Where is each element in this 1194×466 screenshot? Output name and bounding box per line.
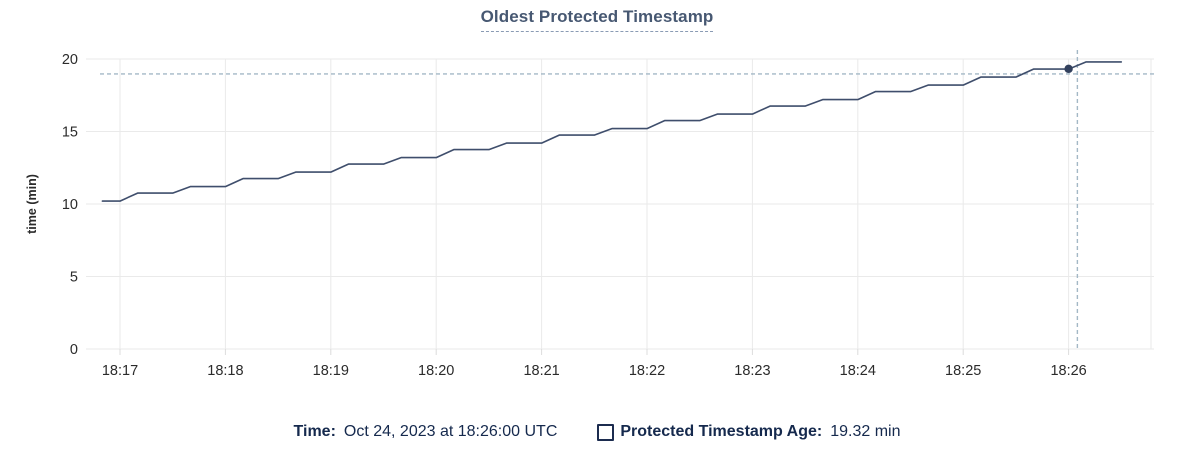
x-tick-label: 18:25: [945, 363, 981, 379]
x-tick-label: 18:23: [734, 363, 770, 379]
y-tick-label: 0: [70, 342, 78, 358]
hover-legend: Time: Oct 24, 2023 at 18:26:00 UTC Prote…: [0, 421, 1194, 443]
hover-point-dot: [1064, 64, 1073, 74]
series-toggle-checkbox[interactable]: [597, 423, 615, 441]
chart-title[interactable]: Oldest Protected Timestamp: [480, 7, 714, 32]
x-tick-label: 18:26: [1050, 363, 1086, 379]
y-tick-label: 15: [62, 125, 78, 141]
x-tick-label: 18:22: [629, 363, 665, 379]
time-label: Time:: [293, 423, 336, 440]
x-tick-label: 18:24: [840, 363, 876, 379]
chart-title-row: Oldest Protected Timestamp: [0, 7, 1194, 32]
series-legend-item: Protected Timestamp Age: 19.32 min: [597, 421, 900, 443]
x-tick-label: 18:21: [523, 363, 559, 379]
x-tick-label: 18:17: [102, 363, 138, 379]
x-tick-label: 18:20: [418, 363, 454, 379]
y-tick-label: 20: [62, 52, 78, 68]
time-value: Oct 24, 2023 at 18:26:00 UTC: [343, 423, 558, 440]
series-line-protected-timestamp-age: [101, 61, 1123, 202]
y-tick-label: 5: [70, 270, 78, 286]
hover-time-group: Time: Oct 24, 2023 at 18:26:00 UTC: [294, 421, 558, 443]
x-tick-label: 18:19: [313, 363, 349, 379]
y-tick-label: 10: [62, 197, 78, 213]
y-axis-title: time (min): [25, 174, 39, 234]
chart-plot-area[interactable]: 18:17 18:18 18:19 18:20 18:21 18:22 18:23 18:24…: [0, 0, 1194, 400]
x-tick-label: 18:18: [207, 363, 243, 379]
series-value: 19.32 min: [830, 423, 901, 440]
series-label: Protected Timestamp Age:: [620, 423, 823, 440]
